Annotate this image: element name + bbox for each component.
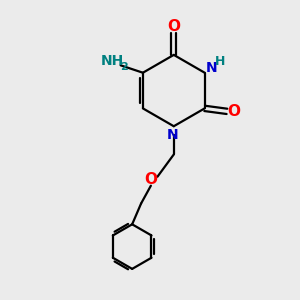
Text: NH: NH — [101, 54, 124, 68]
Text: H: H — [215, 55, 225, 68]
Text: N: N — [167, 128, 178, 142]
Text: N: N — [206, 61, 217, 75]
Text: 2: 2 — [121, 62, 128, 72]
Text: O: O — [227, 104, 240, 119]
Text: O: O — [167, 19, 180, 34]
Text: O: O — [144, 172, 158, 187]
